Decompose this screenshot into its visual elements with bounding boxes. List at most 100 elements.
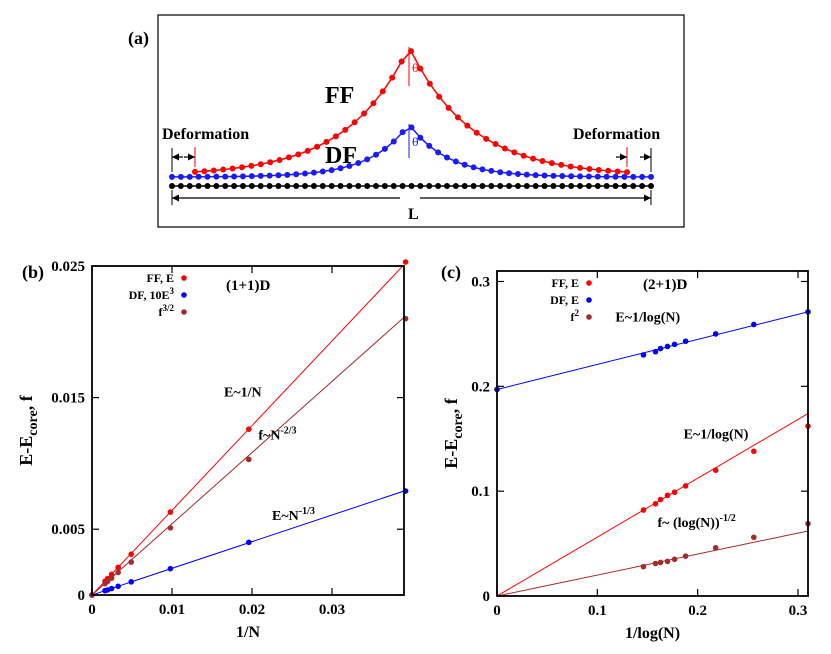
df-chain-bead: [594, 173, 601, 180]
ff-angle-label: θ: [412, 62, 419, 75]
ff-chain-bead: [257, 161, 264, 168]
panel-c-chart: (c) (2+1)D 0 0.1 0.2 0.3 0 0.1 0.2 0.3 1/log(N) E…: [441, 262, 811, 642]
base-chain-bead: [328, 183, 335, 189]
base-chain-bead: [169, 183, 175, 189]
ff-chain-bead: [501, 145, 508, 152]
ff-label: FF: [325, 83, 354, 109]
ff-chain-bead: [614, 168, 621, 175]
ff-chain-bead: [530, 155, 537, 162]
data-point: [115, 569, 121, 576]
deformation-left-arrow-a-head: [172, 153, 179, 161]
df-chain-bead: [328, 167, 335, 174]
base-chain-bead: [630, 183, 637, 189]
data-point: [640, 563, 647, 570]
ff-chain-bead: [586, 165, 593, 172]
base-chain-bead: [470, 183, 477, 189]
base-chain-bead: [177, 183, 184, 189]
fit-annotation: E~N-1/3: [272, 506, 315, 524]
base-chain-bead: [390, 183, 397, 189]
x-tick-label: 0.2: [688, 603, 707, 619]
df-chain-bead: [186, 173, 193, 180]
panel-a-frame: [157, 14, 685, 228]
base-chain-bead: [204, 183, 211, 189]
ff-chain-bead: [492, 141, 499, 148]
data-point: [652, 560, 659, 567]
panel-b-chart: (b) (1+1)D 0 0.01 0.02 0.03 0 0.005 0.015 0.025…: [16, 259, 409, 641]
data-point: [712, 331, 719, 337]
ff-chain-bead: [276, 157, 283, 164]
df-chain-bead: [275, 172, 282, 179]
data-point: [246, 539, 252, 546]
df-chain-bead: [169, 173, 175, 180]
data-point: [167, 525, 174, 531]
data-point: [751, 321, 757, 328]
plot-frame: [496, 270, 809, 597]
base-chain-bead: [302, 183, 309, 189]
df-chain-bead: [443, 154, 450, 161]
ff-chain-bead: [351, 119, 358, 126]
fit-annotation: E~1/log(N): [684, 428, 749, 443]
legend-label: DF, 10E3: [129, 286, 175, 302]
df-chain-bead: [231, 173, 238, 180]
base-chain-bead: [266, 183, 273, 189]
y-tick-label: 0: [78, 588, 86, 604]
data-point: [671, 556, 678, 563]
base-chain-bead: [612, 183, 619, 189]
fit-annotation: f~N-2/3: [258, 426, 296, 444]
df-chain-bead: [222, 173, 229, 180]
base-chain-bead: [514, 183, 521, 189]
ff-chain-bead: [323, 138, 330, 145]
df-chain-bead: [630, 173, 637, 180]
df-chain-bead: [302, 170, 309, 177]
base-chain-bead: [523, 183, 530, 189]
base-chain-bead: [426, 183, 433, 189]
base-chain-bead: [435, 183, 442, 189]
x-tick-label: 0.01: [159, 602, 185, 618]
ff-chain-bead: [454, 114, 461, 121]
df-chain-bead: [461, 161, 468, 168]
base-chain-bead: [186, 183, 193, 189]
df-chain-bead: [506, 170, 513, 177]
base-chain-bead: [213, 183, 220, 189]
data-point: [712, 467, 719, 473]
df-angle-label: θ: [412, 136, 419, 149]
df-chain-bead: [213, 173, 220, 180]
deformation-right-arrow-a-head: [620, 153, 627, 161]
df-chain-bead: [381, 145, 388, 152]
ff-chain-bead: [624, 169, 630, 176]
panel-a-tag: (a): [128, 28, 149, 49]
legend-marker: [181, 292, 187, 298]
legend-label: FF, E: [146, 271, 174, 285]
base-chain-bead: [346, 183, 353, 189]
ff-chain-bead: [304, 147, 311, 154]
data-point: [128, 579, 134, 585]
panel-b-tag: (b): [22, 262, 44, 283]
df-chain-bead: [497, 169, 504, 176]
y-tick-label: 0: [483, 589, 491, 605]
ff-chain-bead: [201, 168, 208, 175]
x-tick-label: 0.3: [789, 603, 808, 619]
ff-chain-bead: [295, 151, 302, 158]
ff-chain-bead: [464, 122, 471, 129]
data-point: [652, 348, 659, 355]
base-chain-bead: [568, 183, 575, 189]
x-tick-label: 0.03: [319, 602, 345, 618]
data-point: [751, 534, 757, 541]
base-chain-bead: [621, 183, 628, 189]
base-chain-bead: [577, 183, 584, 189]
df-chain-bead: [408, 124, 415, 131]
base-chain-bead: [497, 183, 504, 189]
df-chain-bead: [550, 172, 557, 179]
data-point: [167, 509, 174, 515]
base-chain-bead: [364, 183, 371, 189]
ff-chain-bead: [417, 65, 424, 72]
y-tick-label: 0.3: [471, 274, 490, 290]
df-chain-bead: [479, 166, 486, 173]
df-chain-bead: [346, 162, 353, 169]
data-point: [671, 341, 678, 348]
df-chain-bead: [284, 171, 291, 178]
df-chain-bead: [435, 149, 442, 156]
y-tick-label: 0.1: [471, 484, 490, 500]
base-chain-bead: [648, 183, 654, 189]
ff-chain-bead: [577, 164, 584, 171]
